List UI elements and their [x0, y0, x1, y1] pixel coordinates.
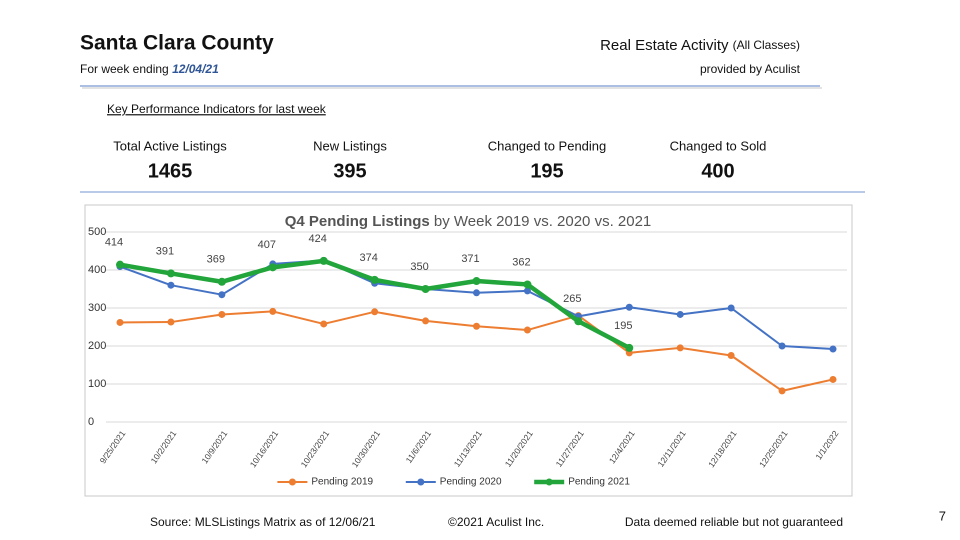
- y-tick-label: 0: [88, 416, 94, 428]
- provider: provided by Aculist: [700, 62, 801, 76]
- y-tick-label: 300: [88, 302, 106, 314]
- kpi-label: Changed to Sold: [670, 138, 767, 153]
- report-title-note: (All Classes): [733, 38, 800, 52]
- report-title: Real Estate Activity (All Classes): [600, 37, 800, 54]
- point: [167, 318, 175, 326]
- page-number: 7: [939, 508, 946, 523]
- legend-label: Pending 2020: [440, 477, 502, 488]
- kpi-label: Changed to Pending: [488, 138, 607, 153]
- point: [218, 310, 226, 318]
- week-ending-date: 12/04/21: [172, 62, 219, 76]
- legend-label: Pending 2019: [311, 477, 373, 488]
- y-tick-label: 500: [88, 226, 106, 238]
- point: [676, 310, 684, 318]
- point: [370, 275, 379, 284]
- y-tick-label: 200: [88, 340, 106, 352]
- point: [778, 387, 786, 395]
- point: [319, 256, 328, 265]
- point: [625, 303, 633, 311]
- kpi-value: 400: [701, 160, 734, 182]
- kpi-row: Total Active Listings 1465 New Listings 395…: [113, 138, 766, 182]
- point: [473, 289, 480, 297]
- point: [422, 317, 430, 325]
- point: [625, 343, 634, 352]
- point: [727, 352, 735, 359]
- report-title-main: Real Estate Activity: [600, 37, 729, 54]
- point: [421, 285, 430, 293]
- kpi-value: 395: [333, 160, 366, 182]
- data-label: 369: [207, 254, 225, 266]
- chart-title-bold: Q4 Pending Listings: [285, 213, 430, 230]
- point: [116, 318, 124, 326]
- data-label: 424: [309, 233, 327, 245]
- point: [320, 320, 328, 328]
- week-ending-prefix: For week ending: [80, 62, 169, 76]
- y-tick-label: 400: [88, 264, 106, 276]
- legend-marker: [288, 478, 296, 486]
- point: [268, 263, 277, 272]
- point: [829, 345, 837, 353]
- data-label: 414: [105, 237, 123, 249]
- legend-marker: [417, 478, 425, 486]
- point: [218, 291, 226, 299]
- kpi-label: New Listings: [313, 138, 387, 153]
- point: [829, 375, 837, 383]
- chart-frame: [84, 204, 853, 497]
- data-label: 371: [461, 253, 479, 265]
- legend-marker: [545, 478, 553, 486]
- point: [523, 326, 531, 334]
- point: [727, 304, 735, 312]
- kpi-heading: Key Performance Indicators for last week: [107, 102, 327, 116]
- footer-disclaimer: Data deemed reliable but not guaranteed: [625, 515, 843, 529]
- page-title: Santa Clara County: [80, 32, 274, 55]
- data-label: 195: [614, 320, 632, 332]
- point: [116, 260, 124, 269]
- y-tick-label: 100: [88, 378, 106, 390]
- point: [371, 308, 379, 316]
- point: [523, 280, 532, 289]
- point: [676, 344, 684, 352]
- point: [166, 269, 175, 278]
- point: [523, 287, 531, 295]
- chart-title: Q4 Pending Listings by Week 2019 vs. 202…: [285, 213, 652, 230]
- data-label: 407: [258, 239, 276, 251]
- chart-title-rest: by Week 2019 vs. 2020 vs. 2021: [434, 213, 651, 230]
- point: [574, 317, 583, 326]
- point: [473, 322, 480, 330]
- point: [472, 277, 481, 286]
- legend-label: Pending 2021: [568, 477, 630, 488]
- point: [217, 277, 226, 286]
- data-label: 362: [512, 256, 530, 268]
- data-label: 391: [156, 245, 174, 257]
- data-label: 265: [563, 293, 581, 305]
- point: [778, 342, 786, 350]
- data-label: 374: [359, 252, 377, 264]
- point: [269, 307, 277, 315]
- week-ending: For week ending 12/04/21: [80, 62, 219, 76]
- footer-source: Source: MLSListings Matrix as of 12/06/2…: [150, 515, 376, 529]
- point: [167, 281, 175, 289]
- kpi-label: Total Active Listings: [113, 138, 227, 153]
- data-label: 350: [410, 261, 428, 273]
- kpi-value: 1465: [148, 160, 193, 182]
- kpi-value: 195: [530, 160, 563, 182]
- footer-copyright: ©2021 Aculist Inc.: [448, 515, 544, 529]
